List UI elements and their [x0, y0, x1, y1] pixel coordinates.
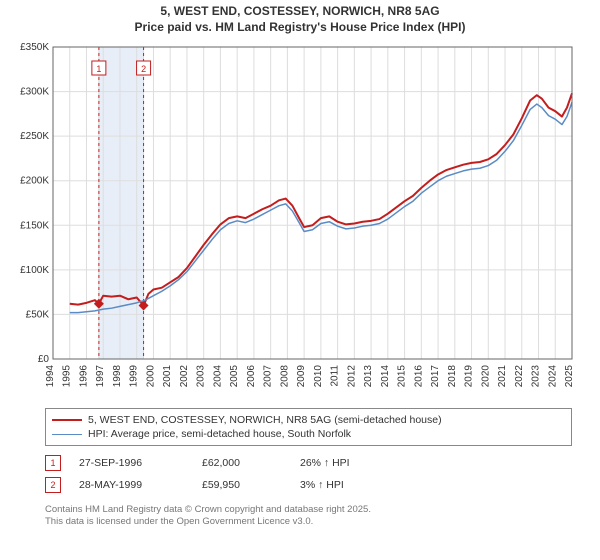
- chart-area: £0 £50K £100K £150K £200K £250K £300K £350K 1994…: [8, 39, 592, 404]
- svg-text:1997: 1997: [95, 365, 106, 388]
- legend-label: HPI: Average price, semi-detached house,…: [88, 428, 351, 440]
- trade-date: 27-SEP-1996: [79, 457, 184, 469]
- svg-text:£300K: £300K: [20, 87, 49, 98]
- svg-text:£100K: £100K: [20, 265, 49, 276]
- legend-swatch: [52, 419, 82, 421]
- svg-text:1998: 1998: [112, 365, 123, 388]
- chart-title: 5, WEST END, COSTESSEY, NORWICH, NR8 5AG…: [0, 0, 600, 35]
- legend-row: HPI: Average price, semi-detached house,…: [52, 427, 565, 441]
- svg-text:1994: 1994: [45, 365, 56, 388]
- title-line1: 5, WEST END, COSTESSEY, NORWICH, NR8 5AG: [0, 4, 600, 20]
- title-line2: Price paid vs. HM Land Registry's House …: [0, 20, 600, 36]
- svg-text:2016: 2016: [413, 365, 424, 388]
- trade-row: 1 27-SEP-1996 £62,000 26% ↑ HPI: [45, 452, 572, 474]
- trade-marker: 1: [45, 455, 61, 471]
- svg-text:2009: 2009: [296, 365, 307, 388]
- svg-text:2001: 2001: [162, 365, 173, 388]
- trade-price: £62,000: [202, 457, 282, 469]
- svg-text:£350K: £350K: [20, 42, 49, 53]
- trade-price: £59,950: [202, 479, 282, 491]
- svg-text:2007: 2007: [263, 365, 274, 388]
- svg-text:2012: 2012: [346, 365, 357, 388]
- svg-text:2011: 2011: [330, 365, 341, 387]
- svg-text:1996: 1996: [78, 365, 89, 388]
- svg-text:2010: 2010: [313, 365, 324, 388]
- svg-text:2025: 2025: [564, 365, 575, 388]
- svg-text:2008: 2008: [279, 365, 290, 388]
- svg-text:£250K: £250K: [20, 131, 49, 142]
- svg-text:2002: 2002: [179, 365, 190, 388]
- svg-text:2023: 2023: [531, 365, 542, 388]
- svg-text:2003: 2003: [196, 365, 207, 388]
- legend-row: 5, WEST END, COSTESSEY, NORWICH, NR8 5AG…: [52, 413, 565, 427]
- svg-text:£0: £0: [38, 354, 50, 365]
- footer-line2: This data is licensed under the Open Gov…: [45, 516, 572, 528]
- svg-text:2020: 2020: [480, 365, 491, 388]
- svg-text:2015: 2015: [397, 365, 408, 388]
- trade-marker: 2: [45, 477, 61, 493]
- svg-text:1: 1: [96, 64, 101, 74]
- trade-date: 28-MAY-1999: [79, 479, 184, 491]
- legend-label: 5, WEST END, COSTESSEY, NORWICH, NR8 5AG…: [88, 414, 442, 426]
- svg-text:2004: 2004: [212, 365, 223, 388]
- svg-text:2000: 2000: [145, 365, 156, 388]
- footer-line1: Contains HM Land Registry data © Crown c…: [45, 504, 572, 516]
- svg-text:2006: 2006: [246, 365, 257, 388]
- trade-delta: 26% ↑ HPI: [300, 457, 350, 469]
- svg-text:2021: 2021: [497, 365, 508, 388]
- svg-text:1999: 1999: [129, 365, 140, 388]
- trades-table: 1 27-SEP-1996 £62,000 26% ↑ HPI 2 28-MAY-1999…: [45, 452, 572, 496]
- svg-text:2: 2: [141, 64, 146, 74]
- footer-attribution: Contains HM Land Registry data © Crown c…: [45, 504, 572, 528]
- line-chart: £0 £50K £100K £150K £200K £250K £300K £350K 1994…: [8, 39, 592, 399]
- svg-text:2017: 2017: [430, 365, 441, 388]
- legend-swatch: [52, 434, 82, 435]
- svg-text:£150K: £150K: [20, 220, 49, 231]
- svg-text:2013: 2013: [363, 365, 374, 388]
- svg-text:2018: 2018: [447, 365, 458, 388]
- svg-text:2024: 2024: [547, 365, 558, 388]
- svg-text:2019: 2019: [464, 365, 475, 388]
- svg-text:£200K: £200K: [20, 176, 49, 187]
- svg-text:£50K: £50K: [26, 310, 50, 321]
- svg-text:2022: 2022: [514, 365, 525, 388]
- svg-text:2005: 2005: [229, 365, 240, 388]
- legend: 5, WEST END, COSTESSEY, NORWICH, NR8 5AG…: [45, 408, 572, 446]
- trade-row: 2 28-MAY-1999 £59,950 3% ↑ HPI: [45, 474, 572, 496]
- svg-text:1995: 1995: [62, 365, 73, 388]
- svg-text:2014: 2014: [380, 365, 391, 388]
- trade-delta: 3% ↑ HPI: [300, 479, 344, 491]
